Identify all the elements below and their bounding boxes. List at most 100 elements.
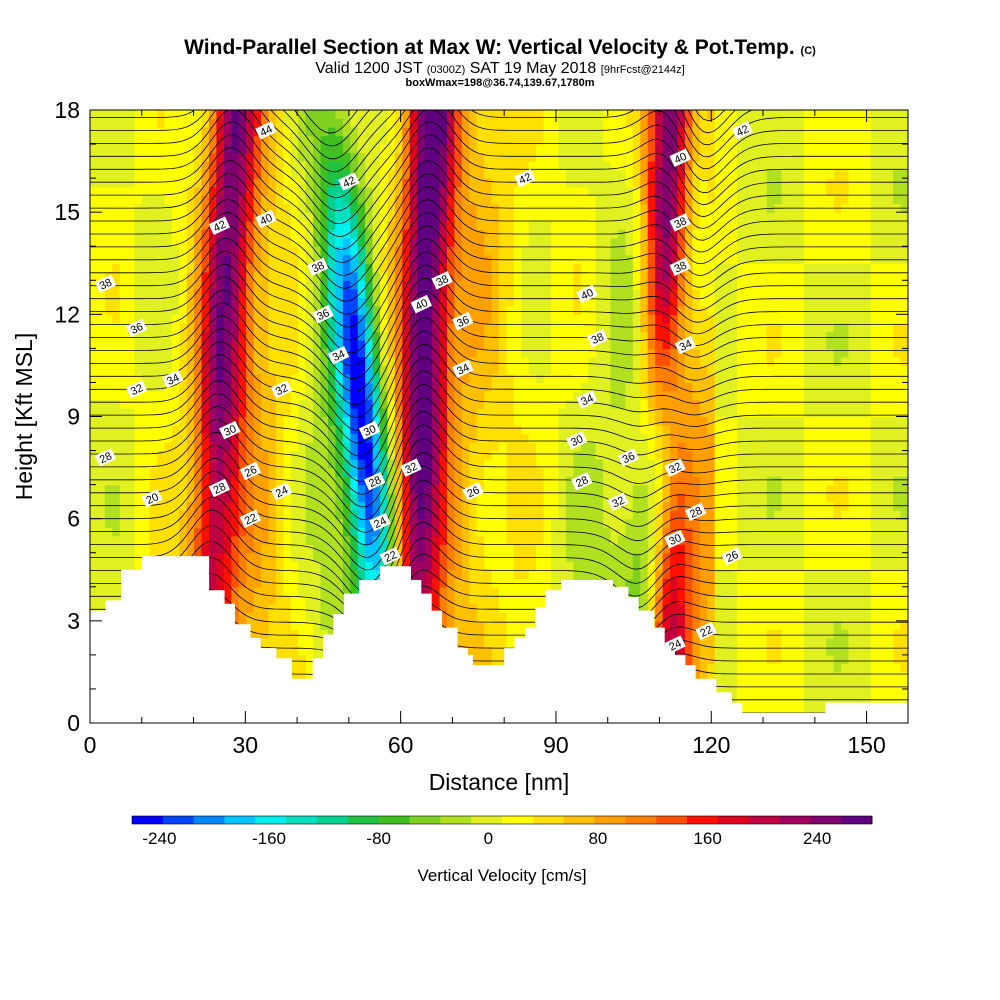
theta-label: 42 <box>338 172 360 191</box>
theta-label-text: 26 <box>243 464 259 480</box>
theta-label: 38 <box>307 257 329 276</box>
theta-label: 28 <box>571 471 593 491</box>
theta-label: 38 <box>94 274 117 293</box>
theta-label: 28 <box>94 448 117 467</box>
theta-isoline <box>90 588 908 655</box>
theta-label-bg <box>369 512 391 532</box>
theta-label: 34 <box>327 345 350 365</box>
theta-label-bg <box>125 380 148 399</box>
theta-label-text: 42 <box>735 123 751 139</box>
theta-label-bg <box>452 359 474 379</box>
theta-isoline <box>90 509 908 608</box>
theta-isoline <box>90 147 908 251</box>
theta-isoline <box>90 185 908 289</box>
theta-isoline <box>90 134 908 238</box>
theta-label-text: 28 <box>574 474 590 490</box>
y-tick-label: 9 <box>67 404 80 430</box>
theta-label-bg <box>607 492 629 511</box>
colorbar-swatch <box>224 816 256 824</box>
theta-label: 32 <box>270 380 293 399</box>
theta-label: 32 <box>125 380 148 399</box>
theta-label-bg <box>208 478 231 498</box>
theta-label: 30 <box>219 420 241 440</box>
colorbar: -240 -160 -80 0 80 160 240 Vertical Velocity [c… <box>131 815 873 885</box>
theta-label: 42 <box>731 121 753 140</box>
colorbar-swatch <box>193 816 225 824</box>
theta-label-text: 20 <box>144 491 160 507</box>
theta-label-text: 34 <box>455 362 471 378</box>
theta-label-bg <box>239 509 262 528</box>
y-tick-label: 0 <box>67 710 80 736</box>
theta-isoline <box>90 557 908 636</box>
x-axis-label: Distance [nm] <box>429 769 570 795</box>
theta-label: 38 <box>669 257 691 276</box>
theta-label-bg <box>358 420 381 440</box>
colorbar-swatch <box>347 816 380 824</box>
colorbar-swatch <box>656 816 688 824</box>
colorbar-swatch <box>471 816 503 824</box>
theta-label-bg <box>208 216 231 236</box>
chart-title: Wind-Parallel Section at Max W: Vertical… <box>0 36 1000 60</box>
theta-label: 40 <box>410 294 432 314</box>
colorbar-swatch <box>317 816 349 824</box>
theta-label: 40 <box>669 148 691 167</box>
theta-isoline <box>90 367 908 470</box>
theta-label-bg <box>576 284 598 304</box>
theta-label-bg <box>400 458 422 477</box>
theta-label: 34 <box>162 369 184 389</box>
theta-label-bg <box>125 318 148 338</box>
terrain <box>90 556 908 723</box>
valid-time: Valid 1200 JST <box>315 60 423 77</box>
theta-label: 24 <box>369 512 391 532</box>
theta-isoline <box>90 483 908 583</box>
theta-label: 28 <box>364 471 386 491</box>
theta-label-text: 22 <box>243 512 259 528</box>
theta-label-bg <box>307 257 329 276</box>
theta-isoline <box>90 250 908 354</box>
colorbar-swatch <box>409 816 441 824</box>
theta-isoline <box>90 496 908 596</box>
theta-label-text: 26 <box>465 484 481 500</box>
theta-label-bg <box>695 621 717 641</box>
theta-label-bg <box>617 448 640 467</box>
theta-isoline <box>90 444 908 546</box>
colorbar-swatch <box>717 816 750 824</box>
colorbar-swatch <box>532 816 565 824</box>
theta-label-text: 32 <box>129 382 145 398</box>
theta-label-bg <box>731 121 753 140</box>
colorbar-swatch <box>255 816 287 824</box>
theta-label: 26 <box>462 482 484 501</box>
theta-label-text: 28 <box>212 481 228 497</box>
y-tick-label: 15 <box>54 199 80 225</box>
theta-label-text: 40 <box>673 151 689 167</box>
theta-label-bg <box>162 369 184 389</box>
theta-label-bg <box>685 502 707 522</box>
theta-label-text: 36 <box>621 450 637 466</box>
theta-label: 34 <box>674 335 697 355</box>
colorbar-frame <box>131 815 873 825</box>
theta-isoline <box>90 572 908 645</box>
colorbar-tick-label: -160 <box>252 829 286 848</box>
theta-label-text: 34 <box>678 338 694 354</box>
theta-label-text: 40 <box>258 212 274 228</box>
y-axis-label: Height [Kft MSL] <box>11 333 37 500</box>
theta-label-text: 32 <box>667 460 683 476</box>
theta-label: 40 <box>576 284 598 304</box>
colorbar-swatch <box>502 816 534 824</box>
theta-isoline <box>90 110 908 173</box>
theta-label-text: 24 <box>274 484 290 500</box>
x-tick-label: 90 <box>543 732 569 758</box>
theta-label-bg <box>452 311 474 331</box>
theta-label: 32 <box>607 492 629 511</box>
colorbar-swatch <box>625 816 657 824</box>
theta-label-text: 28 <box>688 505 704 521</box>
theta-isoline <box>90 160 908 263</box>
theta-label: 30 <box>358 420 381 440</box>
theta-label-text: 42 <box>212 219 228 235</box>
x-tick-label: 60 <box>388 732 414 758</box>
theta-label: 24 <box>270 482 293 501</box>
theta-label-text: 22 <box>698 624 714 640</box>
theta-isoline <box>90 276 908 380</box>
